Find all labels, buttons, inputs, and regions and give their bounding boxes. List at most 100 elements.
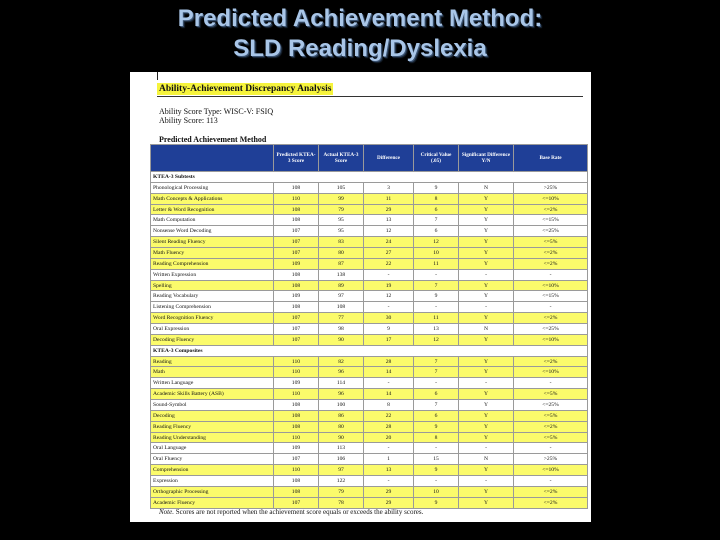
table-row: Oral Fluency 107 106 1 15 N >25% <box>150 453 588 466</box>
table-cell: - <box>458 377 514 390</box>
table-cell: 106 <box>318 453 364 466</box>
table-cell: 10 <box>413 247 459 259</box>
table-cell: - <box>413 377 459 390</box>
table-cell: Y <box>458 399 514 411</box>
table-cell: 98 <box>318 323 364 335</box>
table-cell: <=5% <box>513 236 588 249</box>
table-cell: 13 <box>363 464 414 477</box>
row-label: Math Fluency <box>150 247 274 259</box>
table-cell: 89 <box>318 279 364 292</box>
table-cell: 122 <box>318 475 364 487</box>
table-cell: Y <box>458 214 514 227</box>
table-row: Orthographic Processing 108 79 29 10 Y <=2% <box>150 485 588 498</box>
table-cell: 110 <box>273 355 319 368</box>
table-cell: 107 <box>273 323 319 335</box>
table-cell: 17 <box>363 333 414 346</box>
row-label: Oral Expression <box>150 323 274 335</box>
table-cell: 110 <box>273 388 319 401</box>
table-cell: - <box>413 475 459 487</box>
table-row: Reading Comprehension 109 87 22 11 Y <=2% <box>150 257 588 270</box>
table-cell: 108 <box>273 279 319 292</box>
table-cell: 107 <box>273 236 319 249</box>
text-cursor-mark <box>157 72 158 80</box>
table-cell: 29 <box>363 203 414 216</box>
table-cell: <=10% <box>513 192 588 205</box>
table-row: Silent Reading Fluency 107 83 24 12 Y <=5% <box>150 236 588 249</box>
table-cell: 1 <box>363 453 414 466</box>
row-label: Orthographic Processing <box>150 485 274 498</box>
column-header: Critical Value (.05) <box>413 144 459 172</box>
slide-title-line-2: SLD Reading/Dyslexia <box>233 35 487 62</box>
table-cell: - <box>513 268 588 281</box>
table-cell: 9 <box>413 181 459 194</box>
table-cell: 79 <box>318 203 364 216</box>
table-cell: 97 <box>318 290 364 303</box>
table-cell: <=2% <box>513 496 588 509</box>
table-cell: 108 <box>273 475 319 487</box>
table-note: Note. Scores are not reported when the a… <box>159 508 423 516</box>
table-cell: <=10% <box>513 333 588 346</box>
table-cell: - <box>513 377 588 390</box>
row-label: Silent Reading Fluency <box>150 236 274 249</box>
table-cell: 9 <box>363 323 414 335</box>
table-row: Math Concepts & Applications 110 99 11 8 Y <=1… <box>150 192 588 205</box>
table-cell: 105 <box>318 181 364 194</box>
row-label: Reading Comprehension <box>150 257 274 270</box>
table-cell: 19 <box>363 279 414 292</box>
column-header: Significant Difference Y/N <box>458 144 514 172</box>
table-cell: - <box>458 475 514 487</box>
table-cell: 87 <box>318 257 364 270</box>
table-cell: - <box>363 442 414 455</box>
table-cell: 9 <box>413 290 459 303</box>
table-row: Nonsense Word Decoding 107 95 12 6 Y <=25% <box>150 225 588 238</box>
table-cell: - <box>413 268 459 281</box>
table-cell: 97 <box>318 464 364 477</box>
table-cell: 80 <box>318 247 364 259</box>
table-cell: 11 <box>413 257 459 270</box>
table-cell: 6 <box>413 409 459 422</box>
table-cell: 22 <box>363 409 414 422</box>
table-cell: - <box>363 268 414 281</box>
table-cell: 95 <box>318 214 364 227</box>
row-label: Math <box>150 366 274 379</box>
table-cell: Y <box>458 420 514 433</box>
table-cell: 6 <box>413 388 459 401</box>
table-cell: - <box>413 442 459 455</box>
table-cell: Y <box>458 355 514 368</box>
table-cell: - <box>513 301 588 314</box>
table-cell: 7 <box>413 366 459 379</box>
table-cell: <=10% <box>513 366 588 379</box>
table-cell: 96 <box>318 388 364 401</box>
row-label: Nonsense Word Decoding <box>150 225 274 238</box>
table-cell: N <box>458 453 514 466</box>
table-cell: <=25% <box>513 399 588 411</box>
table-cell: <=2% <box>513 312 588 325</box>
table-cell: Y <box>458 312 514 325</box>
table-cell: 80 <box>318 420 364 433</box>
table-cell: Y <box>458 236 514 249</box>
table-cell: 86 <box>318 409 364 422</box>
table-cell: 12 <box>363 290 414 303</box>
table-cell: 7 <box>413 399 459 411</box>
table-cell: - <box>458 268 514 281</box>
table-row: Math Computation 108 95 13 7 Y <=15% <box>150 214 588 227</box>
table-cell: Y <box>458 203 514 216</box>
ability-score: Ability Score: 113 <box>159 116 218 125</box>
table-cell: 77 <box>318 312 364 325</box>
table-cell: N <box>458 181 514 194</box>
table-cell: <=10% <box>513 279 588 292</box>
table-cell: <=25% <box>513 225 588 238</box>
table-cell: Y <box>458 431 514 444</box>
discrepancy-table: Predicted KTEA-3 Score Actual KTEA-3 Scor… <box>150 144 588 509</box>
table-cell: 108 <box>273 399 319 411</box>
table-cell: 108 <box>273 409 319 422</box>
table-cell: 29 <box>363 485 414 498</box>
table-cell: 138 <box>318 268 364 281</box>
table-cell: 83 <box>318 236 364 249</box>
table-cell: 109 <box>273 290 319 303</box>
table-row: Phonological Processing 108 105 3 9 N >25% <box>150 181 588 194</box>
slide-title: Predicted Achievement Method: SLD Readin… <box>0 4 720 64</box>
table-cell: 82 <box>318 355 364 368</box>
table-row: Listening Comprehension 108 108- - - - <box>150 301 588 314</box>
table-cell: Y <box>458 388 514 401</box>
